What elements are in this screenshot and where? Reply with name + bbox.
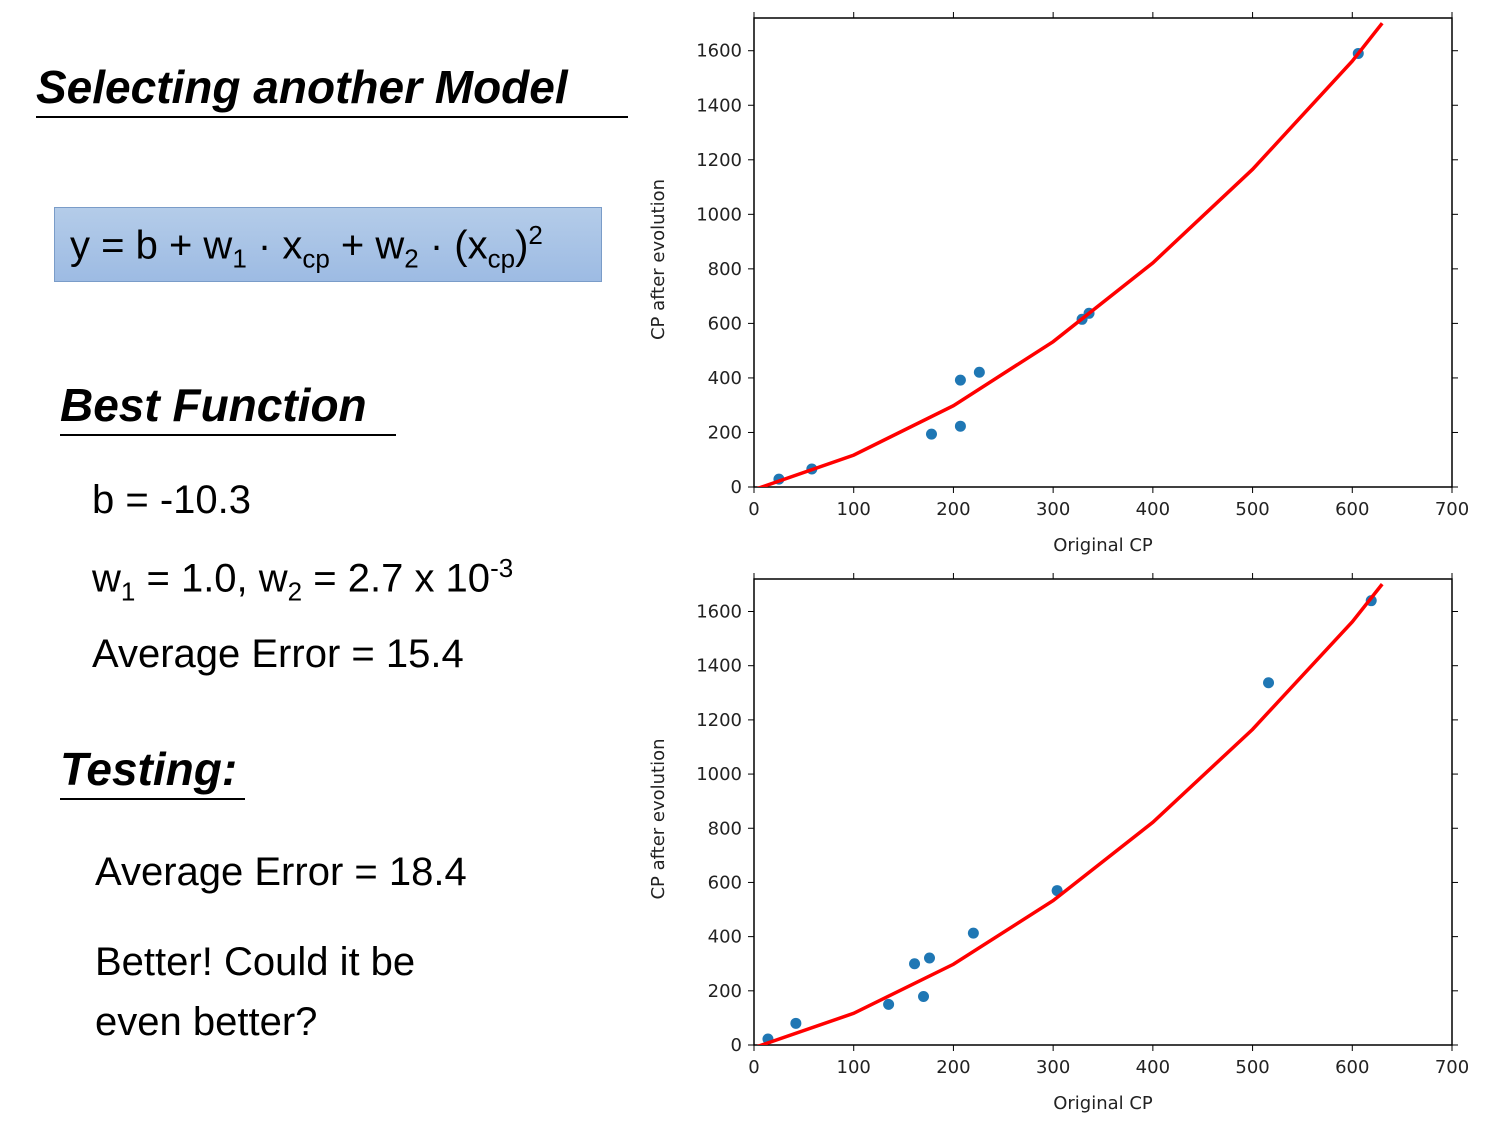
y-tick-label: 1400: [696, 656, 742, 677]
equation: y = b + w1 · xcp + w2 · (xcp)2: [70, 220, 543, 274]
data-point: [973, 366, 985, 378]
eq-part: · x: [246, 223, 303, 268]
x-tick-label: 0: [748, 1057, 759, 1078]
data-point: [790, 1017, 802, 1029]
x-tick-label: 200: [936, 1057, 970, 1078]
text: Better! Could it be: [95, 940, 416, 984]
x-tick-label: 700: [1435, 499, 1469, 520]
x-tick-label: 600: [1335, 1057, 1369, 1078]
data-point: [923, 952, 935, 964]
y-tick-label: 400: [708, 927, 742, 948]
heading: Best Function: [60, 378, 396, 436]
plot-frame: [753, 17, 1453, 488]
y-axis-label: CP after evolution: [648, 738, 669, 899]
text: Average Error = 18.4: [95, 850, 467, 894]
eq-part: · (x: [418, 223, 488, 268]
data-point: [909, 958, 921, 970]
y-tick-label: 1000: [696, 764, 742, 785]
eq-sub: cp: [487, 243, 516, 274]
text: Average Error = 15.4: [92, 632, 464, 676]
x-tick-label: 200: [936, 499, 970, 520]
y-tick-label: 1600: [696, 602, 742, 623]
data-point: [883, 998, 895, 1010]
y-tick-label: 200: [708, 981, 742, 1002]
x-tick-label: 600: [1335, 499, 1369, 520]
x-axis-label: Original CP: [1053, 1093, 1153, 1114]
equation-box: [54, 207, 602, 282]
x-tick-label: 100: [837, 1057, 871, 1078]
text: even better?: [95, 1000, 318, 1044]
eq-sub: cp: [302, 243, 330, 274]
text: w1 = 1.0, w2 = 2.7 x 10-3: [92, 553, 513, 607]
slide-title: Selecting another Model: [36, 60, 628, 118]
x-tick-label: 500: [1235, 499, 1269, 520]
y-tick-label: 400: [708, 368, 742, 389]
x-tick-label: 700: [1435, 1057, 1469, 1078]
eq-part: ): [515, 223, 529, 268]
heading: Testing:: [60, 742, 245, 800]
x-tick-label: 400: [1136, 1057, 1170, 1078]
eq-sub: 2: [404, 243, 419, 274]
plot-frame: [753, 578, 1453, 1046]
text: b = -10.3: [92, 478, 252, 522]
y-axis-label: CP after evolution: [648, 179, 669, 340]
x-tick-label: 100: [837, 499, 871, 520]
y-tick-label: 0: [731, 1035, 742, 1056]
x-tick-label: 300: [1036, 1057, 1070, 1078]
y-tick-label: 0: [731, 477, 742, 498]
sub: 1: [120, 576, 136, 607]
fit-curve: [756, 22, 1384, 487]
sub: 2: [287, 576, 303, 607]
x-axis-label: Original CP: [1053, 535, 1153, 556]
eq-part: + w: [329, 223, 405, 268]
y-tick-label: 800: [708, 818, 742, 839]
y-tick-label: 1400: [696, 95, 742, 116]
part: = 1.0, w: [135, 556, 288, 601]
sup: -3: [490, 553, 514, 583]
part: = 2.7 x 10: [302, 556, 491, 601]
y-tick-label: 600: [708, 313, 742, 334]
x-tick-label: 400: [1136, 499, 1170, 520]
data-point: [1263, 677, 1275, 689]
y-tick-label: 1200: [696, 150, 742, 171]
x-tick-label: 0: [748, 499, 759, 520]
fit-curve: [756, 583, 1384, 1045]
data-point: [918, 991, 930, 1003]
y-tick-label: 600: [708, 872, 742, 893]
y-tick-label: 1600: [696, 41, 742, 62]
y-tick-label: 1000: [696, 204, 742, 225]
x-tick-label: 500: [1235, 1057, 1269, 1078]
eq-sup: 2: [528, 220, 543, 250]
part: w: [92, 556, 121, 601]
data-point: [954, 374, 966, 386]
data-point: [925, 428, 937, 440]
eq-part: y = b + w: [70, 223, 233, 268]
x-tick-label: 300: [1036, 499, 1070, 520]
eq-sub: 1: [232, 243, 247, 274]
data-point: [954, 420, 966, 432]
data-point: [967, 927, 979, 939]
y-tick-label: 200: [708, 422, 742, 443]
y-tick-label: 800: [708, 259, 742, 280]
y-tick-label: 1200: [696, 710, 742, 731]
